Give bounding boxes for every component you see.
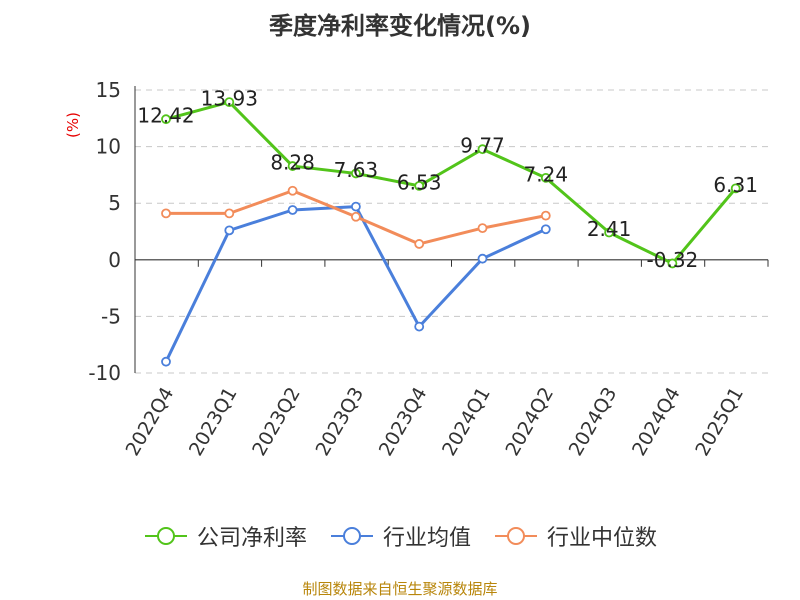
- x-tick-label: 2023Q2: [248, 384, 305, 460]
- data-point: [287, 185, 298, 196]
- y-tick-label: 5: [108, 191, 121, 215]
- data-label: 12.42: [137, 104, 194, 128]
- data-point: [224, 208, 235, 219]
- data-point: [224, 97, 235, 108]
- data-point: [730, 183, 741, 194]
- data-point: [414, 239, 425, 249]
- y-axis-label: (%): [64, 112, 82, 138]
- data-point: [350, 168, 361, 179]
- x-tick-label: 2024Q2: [501, 384, 558, 460]
- data-point: [477, 223, 488, 234]
- legend-item[interactable]: 公司净利率: [143, 520, 307, 552]
- data-label: 7.63: [334, 158, 379, 182]
- data-point: [477, 253, 488, 264]
- y-tick-label: -10: [88, 361, 121, 385]
- data-label: 9.77: [460, 134, 505, 158]
- data-point: [287, 161, 298, 171]
- data-label: 7.24: [524, 162, 569, 186]
- y-tick-label: 10: [96, 135, 121, 159]
- y-tick-label: 15: [96, 78, 121, 102]
- source-note: 制图数据来自恒生聚源数据库: [302, 580, 498, 598]
- data-point: [414, 180, 425, 191]
- data-point: [477, 144, 488, 155]
- data-point: [414, 321, 425, 332]
- x-tick-label: 2022Q4: [122, 384, 179, 460]
- legend-marker: [507, 527, 525, 545]
- data-point: [540, 224, 551, 235]
- data-point: [161, 208, 171, 219]
- data-label: 6.53: [397, 170, 442, 194]
- data-label: 6.31: [713, 173, 758, 197]
- legend-swatch: [495, 527, 537, 545]
- data-point: [350, 201, 361, 212]
- legend-item[interactable]: 行业均值: [329, 520, 471, 552]
- legend-marker: [156, 527, 175, 545]
- legend-swatch: [330, 527, 373, 545]
- legend-marker: [342, 527, 361, 545]
- data-label: -0.32: [647, 248, 699, 272]
- data-point: [540, 210, 551, 221]
- data-point: [350, 211, 361, 222]
- legend: 公司净利率 行业均值 行业中位数: [0, 520, 800, 552]
- x-tick-label: 2023Q1: [185, 384, 242, 460]
- x-tick-label: 2024Q3: [565, 384, 622, 460]
- data-point: [540, 172, 551, 183]
- chart-title: 季度净利率变化情况(%): [269, 12, 531, 40]
- legend-item[interactable]: 行业中位数: [493, 520, 657, 552]
- data-label: 2.41: [587, 217, 632, 241]
- x-tick-label: 2024Q4: [628, 384, 685, 460]
- legend-label: 行业均值: [382, 526, 471, 551]
- y-tick-label: -5: [101, 304, 121, 328]
- legend-label: 公司净利率: [196, 526, 307, 551]
- data-point: [667, 258, 678, 269]
- legend-swatch: [144, 527, 187, 545]
- data-label: 8.28: [270, 151, 315, 175]
- data-point: [161, 114, 171, 125]
- series-line: [165, 100, 737, 265]
- x-tick-label: 2024Q1: [438, 384, 495, 460]
- legend-label: 行业中位数: [547, 526, 658, 551]
- data-point: [224, 225, 235, 236]
- data-point: [604, 227, 614, 238]
- y-tick-label: 0: [108, 248, 121, 272]
- series-line: [164, 205, 547, 363]
- data-point: [287, 205, 298, 215]
- x-tick-label: 2023Q4: [375, 384, 432, 460]
- x-tick-label: 2025Q1: [691, 384, 748, 460]
- data-point: [161, 356, 171, 367]
- data-label: 13.93: [201, 87, 258, 111]
- x-tick-label: 2023Q3: [311, 384, 368, 460]
